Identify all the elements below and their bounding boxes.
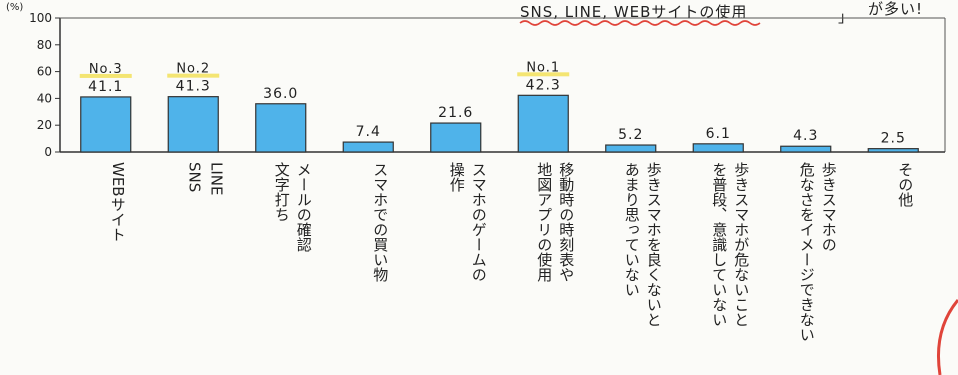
data-label: 42.3 xyxy=(526,77,561,93)
bar xyxy=(605,144,657,153)
data-label: 41.1 xyxy=(88,79,123,95)
rank-highlight xyxy=(167,73,220,78)
rank-label: No.3 xyxy=(89,62,123,77)
bar xyxy=(342,141,394,153)
data-label: 41.3 xyxy=(176,79,211,95)
data-label: 7.4 xyxy=(356,124,381,140)
y-tick-label: 0 xyxy=(44,145,52,159)
category-label: メールの確認 xyxy=(295,162,313,252)
y-tick-label: 100 xyxy=(29,11,52,25)
y-tick-label: 40 xyxy=(37,91,52,105)
rank-label: No.2 xyxy=(176,62,210,77)
category-label: SNS xyxy=(185,162,203,192)
y-tick-label: 60 xyxy=(37,65,52,79)
data-label: 36.0 xyxy=(263,86,298,102)
category-label: 地図アプリの使用 xyxy=(535,162,553,283)
category-label: 操作 xyxy=(448,162,466,192)
bar xyxy=(80,96,132,153)
category-label: 文字打ち xyxy=(273,162,291,222)
category-label: あまり思っていない xyxy=(623,162,641,297)
data-label: 5.2 xyxy=(618,127,643,143)
category-label: 移動時の時刻表や xyxy=(557,162,575,282)
y-tick-label: 20 xyxy=(37,118,52,132)
y-unit-label: (%) xyxy=(6,2,23,13)
header-note: SNS, LINE, WEBサイトの使用 xyxy=(520,3,747,21)
category-label: WEBサイト xyxy=(109,162,127,242)
category-label: LINE xyxy=(207,162,225,195)
header-note-group: SNS, LINE, WEBサイトの使用 」 が多い! xyxy=(519,0,923,26)
header-bracket: 」 xyxy=(838,8,854,26)
header-wavy-underline xyxy=(519,20,761,26)
rank-highlight xyxy=(79,73,132,78)
category-label: 歩きスマホを良くないと xyxy=(645,162,663,327)
category-label: 歩きスマホが危ないこと xyxy=(732,162,750,327)
bar xyxy=(167,96,219,153)
bar xyxy=(517,94,569,153)
red-accent-curve xyxy=(936,299,958,375)
data-label: 6.1 xyxy=(706,126,731,142)
data-label: 21.6 xyxy=(438,105,473,121)
bar xyxy=(867,148,919,153)
y-tick-label: 80 xyxy=(37,38,52,52)
category-label: スマホのゲームの xyxy=(470,162,488,282)
category-label: 危なさをイメージできない xyxy=(798,162,816,342)
bar xyxy=(255,103,307,153)
category-label: を普段、意識していない xyxy=(710,162,728,327)
rank-highlight xyxy=(517,72,570,77)
category-label: スマホでの買い物 xyxy=(371,162,389,283)
bar xyxy=(430,122,482,153)
data-label: 4.3 xyxy=(793,128,818,144)
data-label: 2.5 xyxy=(881,131,906,147)
header-tail: が多い! xyxy=(868,0,923,18)
bar xyxy=(780,145,832,153)
bar xyxy=(692,143,744,153)
rank-label: No.1 xyxy=(526,60,560,75)
bars-layer xyxy=(80,94,919,153)
category-label: その他 xyxy=(896,162,914,208)
category-label: 歩きスマホの xyxy=(820,162,838,252)
